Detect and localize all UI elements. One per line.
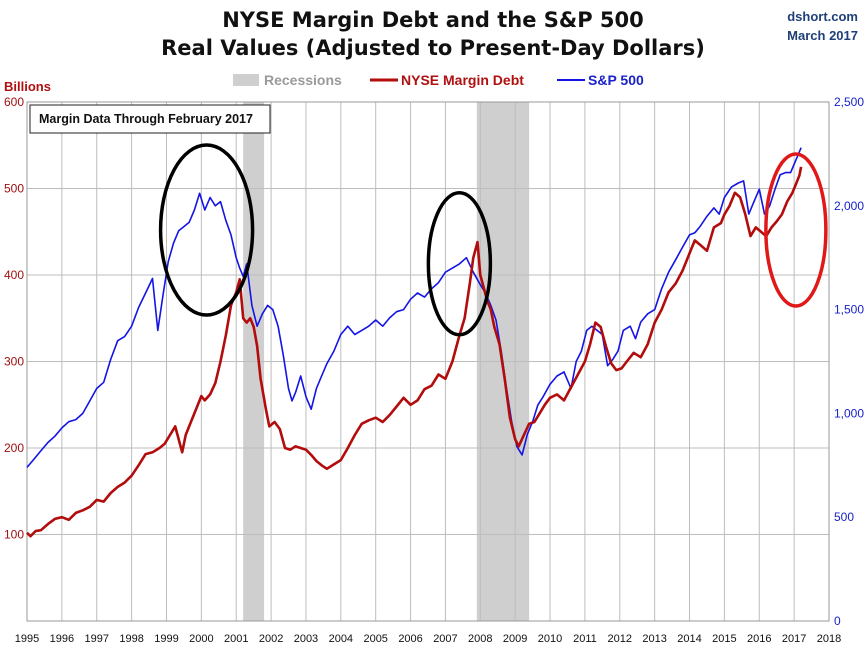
y-tick-left-600: 600 [4, 95, 24, 109]
x-tick-2012: 2012 [608, 633, 632, 645]
x-tick-2016: 2016 [747, 633, 771, 645]
x-tick-2014: 2014 [677, 633, 701, 645]
x-tick-2007: 2007 [433, 633, 457, 645]
plot-area: 100 200 300 400 500 600 0 500 1,000 1,500 2,000 2,5… [4, 95, 864, 645]
highlight-ellipse-3 [764, 152, 828, 308]
x-tick-2002: 2002 [259, 633, 283, 645]
legend-label-sp500: S&P 500 [588, 72, 644, 88]
x-tick-2005: 2005 [363, 633, 387, 645]
x-tick-2006: 2006 [398, 633, 422, 645]
x-tick-2001: 2001 [224, 633, 248, 645]
highlight-ellipse-2 [426, 191, 493, 337]
x-tick-2015: 2015 [712, 633, 736, 645]
brand-name: dshort.com [787, 9, 858, 24]
series-line-margin-debt [26, 166, 803, 538]
y-tick-right-0: 0 [834, 614, 841, 628]
x-tick-1997: 1997 [84, 633, 108, 645]
x-tick-1998: 1998 [119, 633, 143, 645]
y-tick-left-400: 400 [4, 268, 24, 282]
x-tick-2017: 2017 [782, 633, 806, 645]
x-tick-2009: 2009 [503, 633, 527, 645]
chart-title-line2: Real Values (Adjusted to Present-Day Dol… [161, 36, 705, 60]
x-tick-2000: 2000 [189, 633, 213, 645]
x-tick-1996: 1996 [50, 633, 74, 645]
annotation-text: Margin Data Through February 2017 [39, 112, 253, 126]
x-tick-2010: 2010 [538, 633, 562, 645]
x-tick-1995: 1995 [15, 633, 39, 645]
legend-label-margin-debt: NYSE Margin Debt [401, 72, 524, 88]
x-tick-2004: 2004 [329, 633, 353, 645]
series-line-sp500 [26, 147, 802, 468]
legend: Recessions NYSE Margin Debt S&P 500 [233, 72, 644, 88]
legend-swatch-recessions [233, 74, 259, 86]
legend-label-recessions: Recessions [264, 72, 342, 88]
annotation-box: Margin Data Through February 2017 [29, 104, 271, 134]
x-tick-2018: 2018 [817, 633, 841, 645]
brand-date: March 2017 [787, 28, 858, 43]
x-tick-2003: 2003 [294, 633, 318, 645]
x-tick-2013: 2013 [642, 633, 666, 645]
x-tick-1999: 1999 [154, 633, 178, 645]
plot-frame [26, 101, 830, 622]
y-tick-left-300: 300 [4, 355, 24, 369]
chart-title-line1: NYSE Margin Debt and the S&P 500 [222, 8, 644, 32]
y-tick-left-200: 200 [4, 441, 24, 455]
y-axis-left-label: Billions [4, 79, 51, 94]
highlight-ellipse-1 [158, 143, 255, 317]
y-tick-right-1: 500 [834, 510, 854, 524]
y-tick-right-5: 2,500 [834, 95, 864, 109]
y-tick-right-3: 1,500 [834, 303, 864, 317]
y-tick-left-100: 100 [4, 528, 24, 542]
y-tick-right-4: 2,000 [834, 199, 864, 213]
x-tick-2011: 2011 [573, 633, 597, 645]
annotation-box-frame [29, 104, 271, 134]
x-tick-2008: 2008 [468, 633, 492, 645]
y-tick-right-2: 1,000 [834, 406, 864, 420]
y-tick-left-500: 500 [4, 182, 24, 196]
